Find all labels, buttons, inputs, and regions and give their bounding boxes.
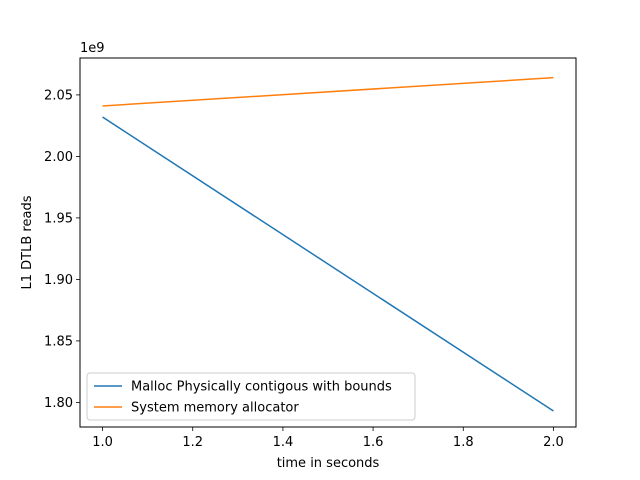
- x-tick-label: 1.4: [273, 435, 294, 450]
- y-tick-label: 1.80: [44, 396, 73, 411]
- series-line-1: [102, 116, 554, 412]
- y-axis-offset-label: 1e9: [80, 41, 105, 56]
- y-tick-label: 1.85: [44, 334, 73, 349]
- y-axis-ticks: 1.80 1.85 1.90 1.95 2.00 2.05: [44, 88, 80, 411]
- legend-label-2: System memory allocator: [131, 401, 299, 416]
- legend-box: [86, 372, 416, 421]
- x-tick-label: 1.8: [453, 435, 474, 450]
- series-line-2: [102, 76, 554, 107]
- x-axis-label: time in seconds: [277, 456, 380, 471]
- x-axis-ticks: 1.0 1.2 1.4 1.6 1.8 2.0: [92, 427, 564, 450]
- y-tick-label: 2.00: [44, 150, 73, 165]
- x-tick-label: 1.2: [182, 435, 203, 450]
- x-tick-label: 1.0: [92, 435, 113, 450]
- legend-label-1: Malloc Physically contigous with bounds: [131, 380, 392, 395]
- legend: Malloc Physically contigous with bounds S…: [86, 372, 416, 421]
- y-tick-label: 1.95: [44, 211, 73, 226]
- x-tick-label: 2.0: [543, 435, 564, 450]
- y-tick-label: 1.90: [44, 273, 73, 288]
- series-layer: [102, 76, 554, 412]
- plot-frame: [79, 57, 577, 428]
- y-tick-label: 2.05: [44, 88, 73, 103]
- x-tick-label: 1.6: [363, 435, 384, 450]
- y-axis-label: L1 DTLB reads: [20, 195, 35, 289]
